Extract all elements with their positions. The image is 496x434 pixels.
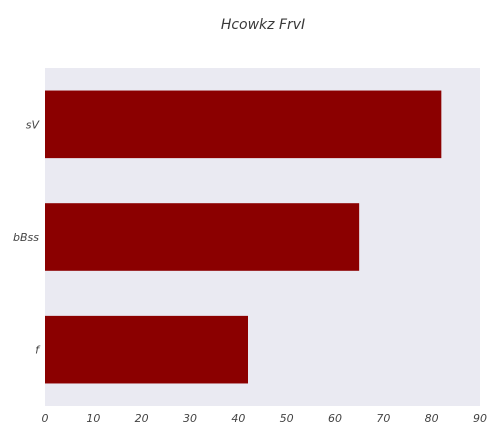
x-tick-label-9: 90 <box>473 412 487 425</box>
x-tick-label-3: 30 <box>183 412 197 425</box>
y-axis-tick-labels: sV bBss f <box>13 118 41 356</box>
x-tick-label-4: 40 <box>231 412 245 425</box>
bar-1 <box>45 203 360 271</box>
y-tick-label-2: f <box>35 344 41 357</box>
x-tick-label-8: 80 <box>425 412 439 425</box>
x-tick-label-0: 0 <box>42 412 49 425</box>
bar-2 <box>45 315 248 384</box>
x-tick-label-7: 70 <box>376 412 390 425</box>
x-tick-label-5: 50 <box>280 412 294 425</box>
x-tick-label-6: 60 <box>328 412 342 425</box>
bars-layer <box>45 90 442 384</box>
x-tick-label-1: 10 <box>86 412 100 425</box>
y-tick-label-0: sV <box>26 118 41 131</box>
x-axis-tick-labels: 0 10 20 30 40 50 60 70 80 90 <box>42 412 488 425</box>
y-tick-label-1: bBss <box>13 231 39 244</box>
x-tick-label-2: 20 <box>135 412 149 425</box>
bar-0 <box>45 90 442 159</box>
chart-title: Hcowkz FrvI <box>221 17 305 33</box>
